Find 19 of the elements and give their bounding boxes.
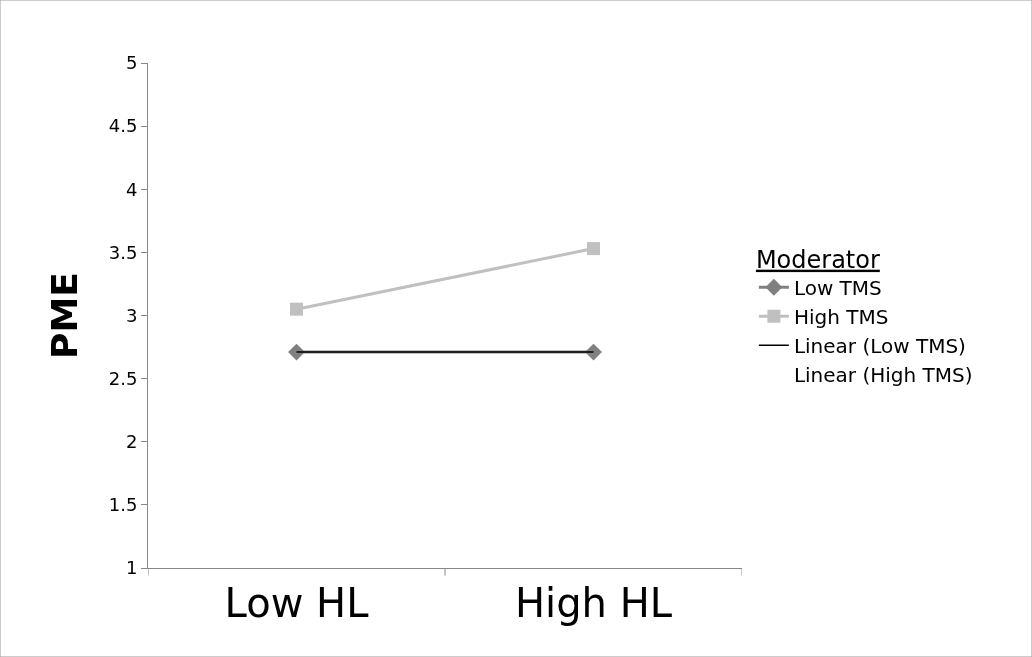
- legend-label: Linear (Low TMS): [793, 334, 966, 358]
- y-tick-label: 3.5: [108, 241, 138, 263]
- text: Linear (High TMS): [793, 363, 973, 387]
- y-tick-label: 1: [125, 557, 138, 579]
- point: [587, 242, 600, 256]
- y-tick-label: 4: [125, 178, 138, 200]
- x-tick-label: High HL: [514, 580, 673, 626]
- legend-label: Low TMS: [793, 276, 882, 300]
- legend-title: Moderator: [755, 245, 880, 274]
- y-tick-label: 4.5: [108, 115, 138, 137]
- y-tick-label: 2.5: [108, 367, 138, 389]
- y-tick-label: 5: [125, 52, 138, 74]
- legend-label: High TMS: [793, 305, 889, 329]
- y-tick-label: 1.5: [108, 494, 138, 516]
- y-axis-title: PME: [43, 272, 85, 359]
- y-tick-label: 3: [125, 304, 138, 326]
- x-tick-label: Low HL: [224, 580, 370, 626]
- y-tick-label: 2: [125, 431, 138, 453]
- point: [290, 302, 303, 316]
